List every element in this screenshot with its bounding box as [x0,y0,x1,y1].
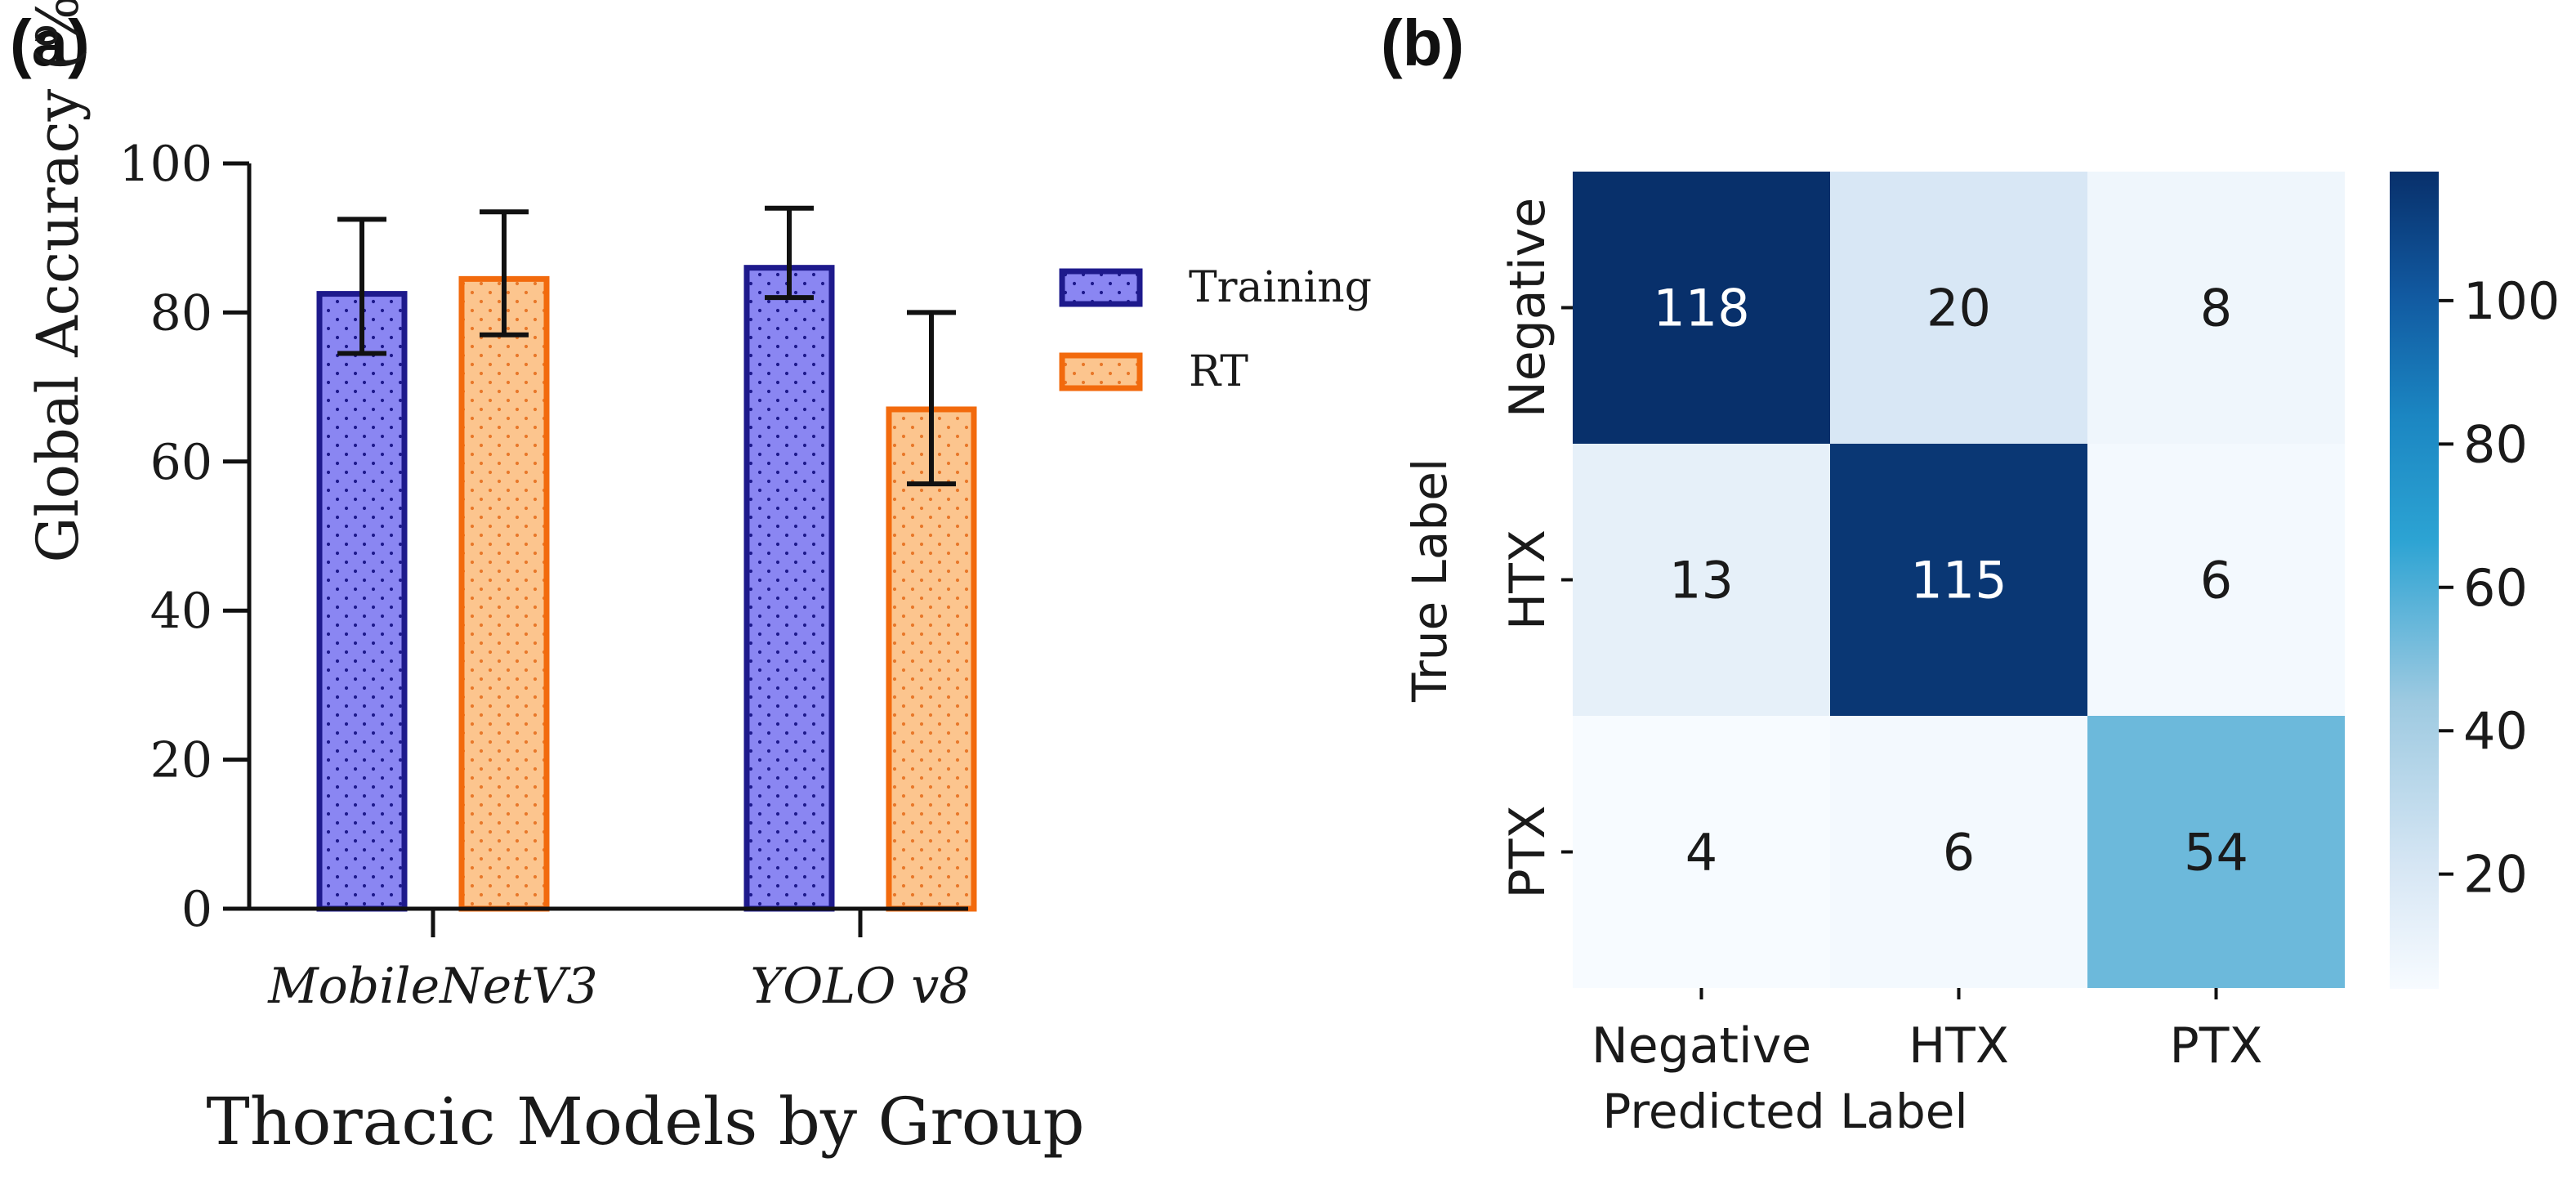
legend-label-training: Training [1189,263,1372,312]
bar-chart: Global Accuracy (%) Thoracic Models by G… [25,0,1372,1160]
y-tick-label: 20 [150,732,212,789]
error-bar [337,217,386,356]
heatmap-cell [1830,172,2087,444]
heatmap-cell [1830,716,2087,988]
heatmap-cell [2087,716,2345,988]
heatmap-cell [2087,172,2345,444]
error-bar [480,209,529,337]
colorbar-tick-label: 40 [2463,701,2528,761]
heatmap-cell-value: 54 [2184,823,2248,883]
error-bar [907,310,956,487]
heatmap-cell-value: 20 [1926,279,1991,338]
heatmap-x-tick-label: Negative [1592,1017,1811,1075]
heatmap-cell-value: 6 [1943,823,1975,883]
bar-chart-x-axis-label: Thoracic Models by Group [206,1084,1084,1160]
colorbar-tick-label: 20 [2463,845,2528,905]
heatmap-cell-value: 4 [1685,823,1717,883]
y-tick-label: 100 [118,136,212,193]
legend-swatch-rt [1059,352,1143,391]
confusion-matrix: 118 20 8 13 115 6 4 6 54 Negative HTX PTX Negative H… [1402,172,2560,1139]
heatmap-cell-value: 8 [2200,279,2232,338]
panel-b-tag: (b) [1381,7,1464,79]
heatmap-cell [1830,444,2087,716]
heatmap-cell [1573,172,1830,444]
bar-chart-y-axis-label: Global Accuracy (%) [25,0,92,563]
heatmap-x-tick-label: HTX [1909,1017,2009,1075]
heatmap-cell [1573,716,1830,988]
panel-a-tag: (a) [10,7,90,79]
legend-label-rt: RT [1189,347,1248,396]
bar-rt-mobilenetv3 [458,275,550,912]
x-tick-label: YOLO v8 [751,958,971,1015]
colorbar-tick-label: 100 [2463,271,2560,331]
bar-rt-yolo-v8 [886,406,977,912]
y-tick-label: 60 [150,434,212,491]
heatmap-cell-value: 118 [1653,279,1749,338]
heatmap-cell [2087,444,2345,716]
heatmap-y-tick-label: HTX [1499,530,1556,630]
legend-swatch-training [1059,268,1143,307]
heatmap-x-axis-label: Predicted Label [1602,1084,1967,1139]
bar-training-yolo-v8 [743,265,835,912]
heatmap-y-tick-label: Negative [1499,198,1556,418]
bar-training-mobilenetv3 [316,291,408,912]
heatmap-cell-value: 13 [1669,551,1734,610]
y-tick-label: 0 [181,881,212,938]
heatmap-y-tick-label: PTX [1499,806,1556,899]
y-tick-label: 40 [150,583,212,640]
y-tick-label: 80 [150,284,212,342]
colorbar [2390,172,2439,989]
heatmap-cell-value: 115 [1910,551,2007,610]
colorbar-tick-label: 60 [2463,558,2528,618]
heatmap-cell [1573,444,1830,716]
x-tick-label: MobileNetV3 [267,958,597,1015]
heatmap-cell-value: 6 [2200,551,2232,610]
error-bar [765,205,814,301]
colorbar-tick-label: 80 [2463,414,2528,474]
heatmap-y-axis-label: True Label [1402,458,1458,703]
heatmap-x-tick-label: PTX [2170,1017,2263,1075]
